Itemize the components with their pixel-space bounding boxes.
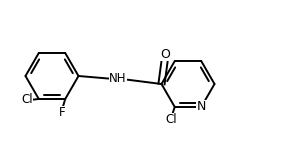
Text: Cl: Cl	[165, 113, 177, 126]
Text: N: N	[197, 100, 206, 113]
Text: NH: NH	[109, 73, 127, 85]
Text: Cl: Cl	[21, 93, 33, 106]
Text: F: F	[59, 106, 66, 119]
Text: O: O	[161, 47, 171, 60]
